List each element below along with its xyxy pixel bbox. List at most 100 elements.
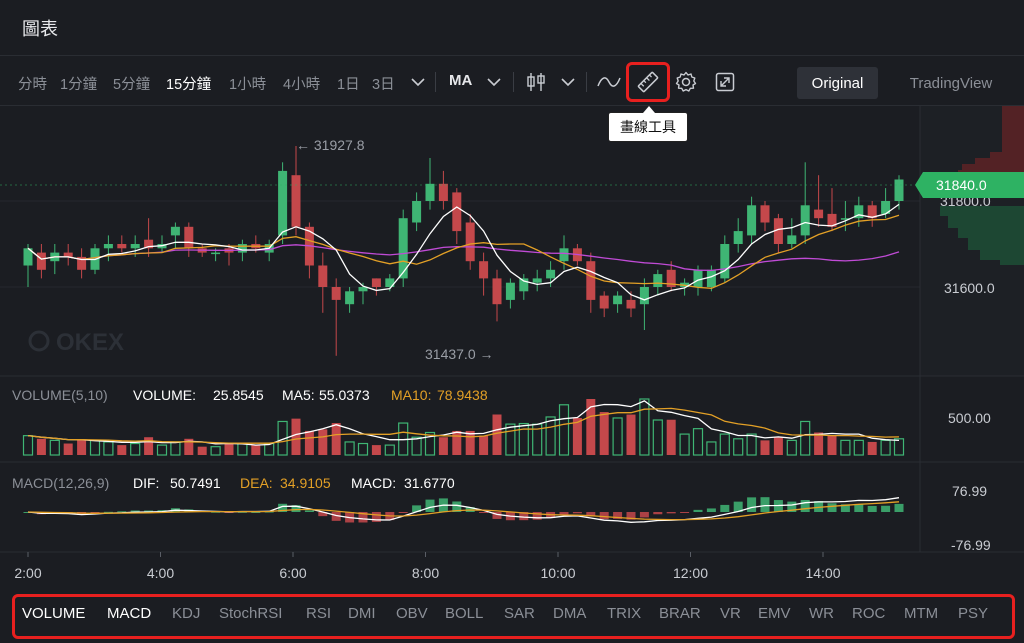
candle-body xyxy=(479,261,489,279)
price-tick: 31600.0 xyxy=(944,280,995,296)
indicator-dma[interactable]: DMA xyxy=(553,605,587,622)
indicator-dmi[interactable]: DMI xyxy=(348,605,376,622)
macd-axis-tick: -76.99 xyxy=(951,537,991,553)
macd-bar xyxy=(639,512,649,518)
indicator-obv[interactable]: OBV xyxy=(396,605,428,622)
volume-ma5-label: MA5: xyxy=(282,387,315,403)
candle-body xyxy=(639,287,649,305)
candle xyxy=(103,235,113,262)
volume-bar xyxy=(452,430,462,455)
candle xyxy=(425,158,435,210)
volume-bar xyxy=(170,441,181,456)
indicator-vr[interactable]: VR xyxy=(720,605,741,622)
volume-bar xyxy=(77,440,87,455)
price-chart[interactable]: OKEX ← 31927.8 31437.0 → 31800.0 31600.0… xyxy=(0,0,1024,588)
candle xyxy=(50,244,60,275)
indicator-stochrsi[interactable]: StochRSI xyxy=(219,605,283,622)
candlestick-icon[interactable] xyxy=(524,70,548,94)
volume-axis-tick: 500.00 xyxy=(948,410,991,426)
volume-bar xyxy=(331,423,341,455)
candle xyxy=(77,248,87,279)
ma-selector[interactable]: MA xyxy=(449,72,473,89)
volume-bar xyxy=(318,429,328,455)
indicator-boll[interactable]: BOLL xyxy=(445,605,484,622)
macd-bar xyxy=(412,505,422,512)
indicator-volume[interactable]: VOLUME xyxy=(22,605,86,622)
candle xyxy=(492,269,502,322)
tf-1d[interactable]: 1日 xyxy=(337,77,360,93)
volume-value: 25.8545 xyxy=(213,387,264,403)
line-icon[interactable] xyxy=(597,70,621,94)
indicator-brar[interactable]: BRAR xyxy=(659,605,701,622)
macd-bar xyxy=(358,512,368,523)
volume-bar xyxy=(384,444,395,456)
time-tick-label: 6:00 xyxy=(279,565,306,581)
tf-3d[interactable]: 3日 xyxy=(372,77,395,93)
indicator-wr[interactable]: WR xyxy=(809,605,834,622)
candle-body xyxy=(117,244,127,249)
view-tradingview-button[interactable]: TradingView xyxy=(909,74,993,92)
ruler-icon[interactable] xyxy=(636,70,660,94)
indicator-roc[interactable]: ROC xyxy=(852,605,886,622)
volume-bar xyxy=(344,441,355,456)
candle xyxy=(599,291,609,318)
volume-label: VOLUME: xyxy=(133,387,196,403)
indicator-psy[interactable]: PSY xyxy=(958,605,989,622)
candle xyxy=(452,188,462,244)
candle-body xyxy=(653,274,663,287)
candle-body xyxy=(505,282,515,300)
indicator-kdj[interactable]: KDJ xyxy=(172,605,201,622)
macd-bar xyxy=(814,501,824,512)
view-original-button[interactable]: Original xyxy=(797,67,878,99)
ma30-line xyxy=(27,244,900,272)
ma10-line xyxy=(27,214,900,289)
time-tick-label: 12:00 xyxy=(673,565,708,581)
candle xyxy=(264,239,274,262)
indicator-emv[interactable]: EMV xyxy=(758,605,791,622)
expand-icon[interactable] xyxy=(713,70,737,94)
volume-bar xyxy=(36,438,46,455)
tf-15m[interactable]: 15分鐘 xyxy=(166,77,212,93)
candle xyxy=(465,213,475,270)
candle-body xyxy=(425,183,435,201)
volume-bar xyxy=(251,445,261,455)
indicator-trix[interactable]: TRIX xyxy=(607,605,642,622)
candle-body xyxy=(519,278,529,292)
candle xyxy=(720,235,730,283)
volume-bar xyxy=(49,439,60,456)
gear-icon[interactable] xyxy=(674,70,698,94)
tf-1h[interactable]: 1小時 xyxy=(229,77,267,93)
candle xyxy=(519,274,529,300)
volume-bar xyxy=(63,443,73,455)
volume-bar xyxy=(156,444,168,456)
chevron-down-icon[interactable] xyxy=(556,70,580,94)
tf-fenshi[interactable]: 分時 xyxy=(18,77,47,93)
indicator-rsi[interactable]: RSI xyxy=(306,605,332,622)
candle xyxy=(666,261,676,292)
macd-bar xyxy=(720,504,730,512)
tf-4h[interactable]: 4小時 xyxy=(283,77,321,93)
okex-watermark: OKEX xyxy=(28,329,124,356)
volume-bar xyxy=(103,441,114,456)
macd-bar xyxy=(103,511,113,513)
volume-ma10-line xyxy=(27,407,900,444)
candle xyxy=(412,192,422,232)
tf-5m[interactable]: 5分鐘 xyxy=(113,77,151,93)
tf-1m[interactable]: 1分鐘 xyxy=(60,77,98,93)
candle-body xyxy=(706,269,716,287)
volume-bar xyxy=(586,399,596,455)
candle-body xyxy=(331,287,341,300)
candle-body xyxy=(532,278,542,283)
macd-bar xyxy=(532,512,542,520)
indicator-sar[interactable]: SAR xyxy=(504,605,535,622)
chevron-down-icon[interactable] xyxy=(406,70,430,94)
macd-bar xyxy=(867,505,877,512)
candle-body xyxy=(840,218,850,220)
chevron-down-icon[interactable] xyxy=(482,70,506,94)
high-annotation: ← 31927.8 xyxy=(296,137,365,153)
depth-ask-area xyxy=(940,106,1024,182)
indicator-mtm[interactable]: MTM xyxy=(904,605,939,622)
macd-bar xyxy=(586,512,596,517)
candle xyxy=(747,196,757,244)
indicator-macd[interactable]: MACD xyxy=(107,605,152,622)
